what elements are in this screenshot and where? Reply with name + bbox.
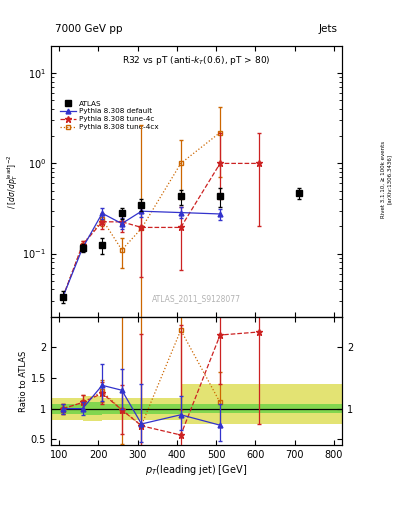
Bar — [51, 404, 83, 414]
Y-axis label: $[d\sigma/dp_T^{\rm lead}]^{-3}$
/ $[d\sigma/dp_T^{\rm lead}]^{-2}$: $[d\sigma/dp_T^{\rm lead}]^{-3}$ / $[d\s… — [0, 154, 20, 208]
Bar — [141, 398, 181, 420]
Bar — [102, 398, 141, 420]
Bar — [181, 404, 220, 413]
Y-axis label: Ratio to ATLAS: Ratio to ATLAS — [19, 350, 28, 412]
Text: 7000 GeV pp: 7000 GeV pp — [55, 24, 123, 34]
Bar — [83, 402, 102, 415]
Bar — [83, 396, 102, 421]
Text: Jets: Jets — [319, 24, 338, 34]
Text: Rivet 3.1.10, ≥ 100k events: Rivet 3.1.10, ≥ 100k events — [381, 141, 386, 218]
Text: ATLAS_2011_S9128077: ATLAS_2011_S9128077 — [152, 294, 241, 303]
Legend: ATLAS, Pythia 8.308 default, Pythia 8.308 tune-4c, Pythia 8.308 tune-4cx: ATLAS, Pythia 8.308 default, Pythia 8.30… — [58, 98, 160, 133]
Text: [arXiv:1306.3436]: [arXiv:1306.3436] — [387, 154, 391, 204]
Bar — [220, 384, 342, 424]
Bar — [141, 404, 181, 414]
Bar — [102, 404, 141, 414]
Bar — [181, 384, 220, 424]
Text: R32 vs pT (anti-$k_T$(0.6), pT > 80): R32 vs pT (anti-$k_T$(0.6), pT > 80) — [122, 54, 271, 67]
X-axis label: $p_T$(leading jet) [GeV]: $p_T$(leading jet) [GeV] — [145, 463, 248, 477]
Bar — [220, 404, 342, 413]
Bar — [51, 398, 83, 420]
